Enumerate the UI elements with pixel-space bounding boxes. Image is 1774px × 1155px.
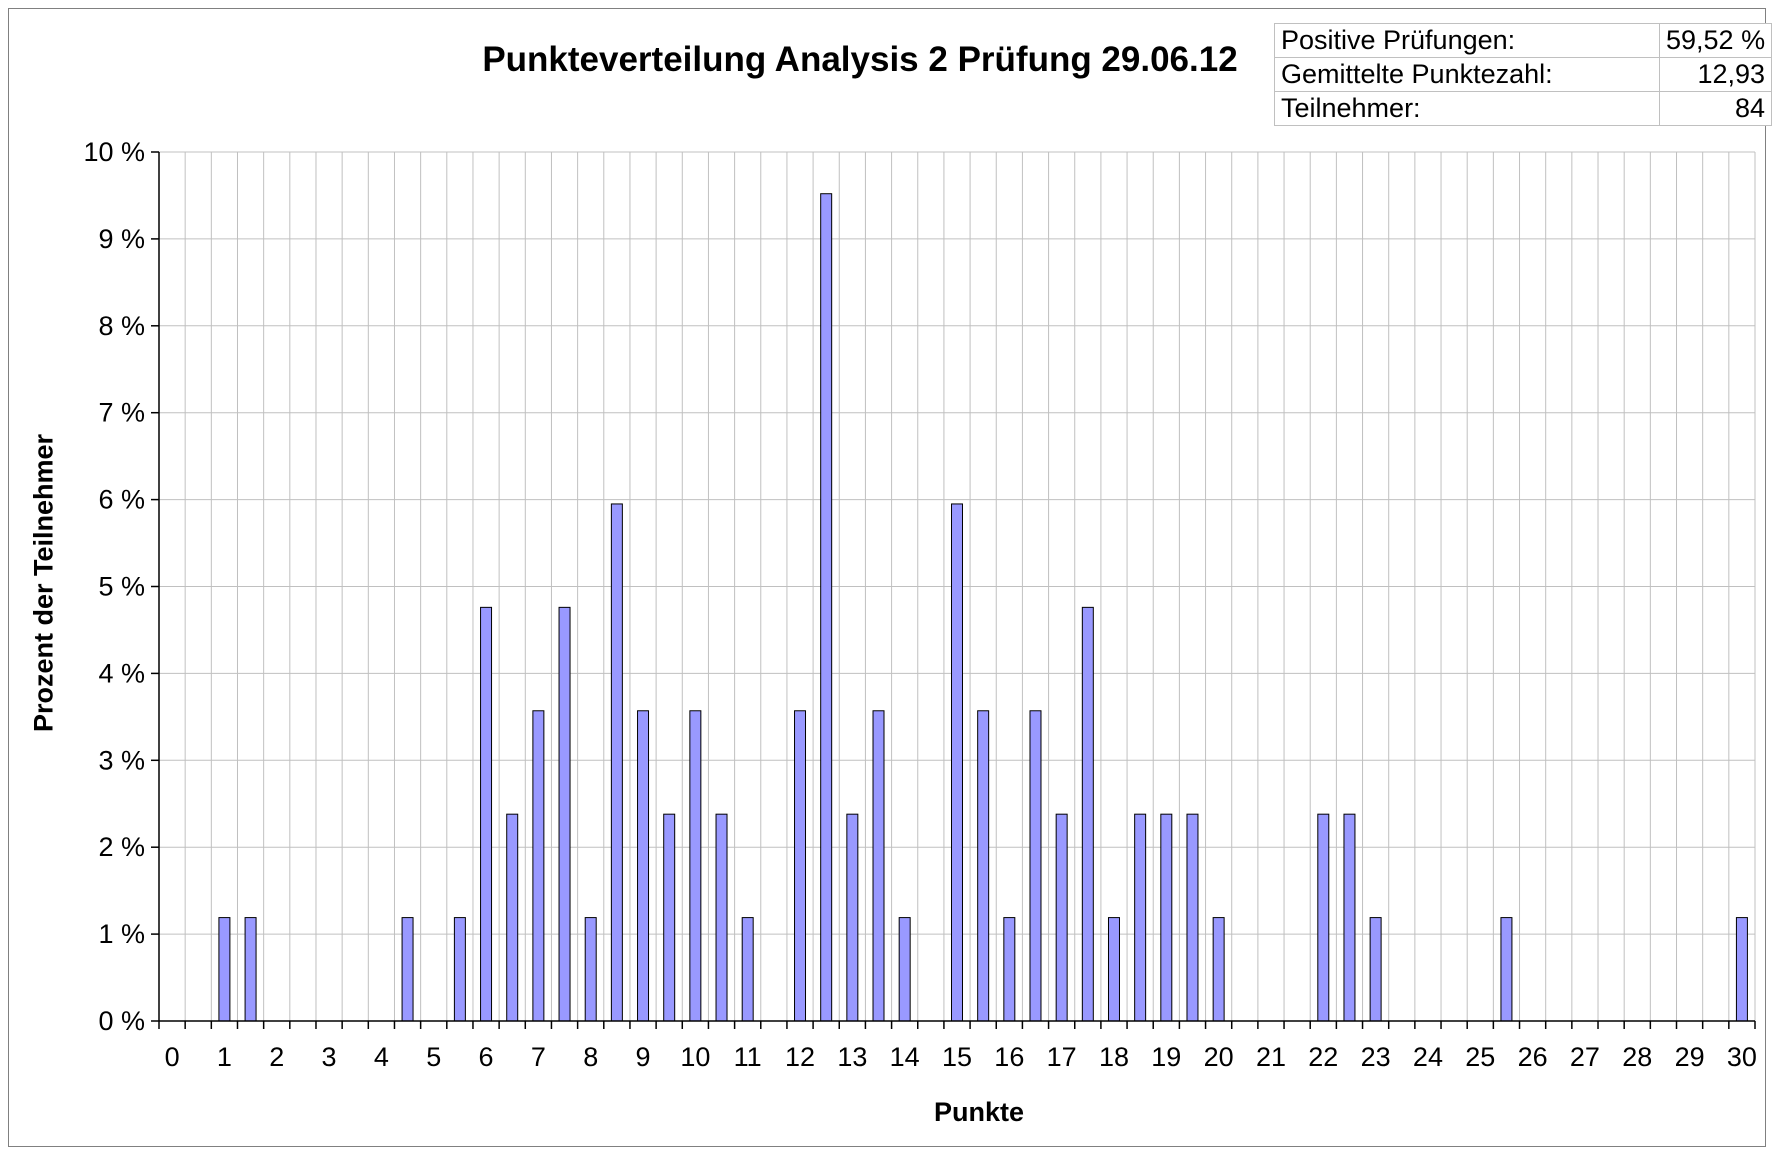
y-tick-label: 9 % bbox=[98, 224, 145, 254]
chart-title: Punkteverteilung Analysis 2 Prüfung 29.0… bbox=[482, 40, 1238, 79]
y-tick-label: 8 % bbox=[98, 311, 145, 341]
bar bbox=[872, 710, 885, 1022]
stat-label: Teilnehmer: bbox=[1274, 91, 1660, 126]
bar bbox=[218, 917, 231, 1022]
bar bbox=[532, 710, 545, 1022]
x-tick-label: 15 bbox=[942, 1042, 972, 1072]
x-tick-label: 11 bbox=[734, 1042, 762, 1072]
y-tick-label: 4 % bbox=[98, 658, 145, 688]
bar bbox=[1160, 813, 1173, 1022]
bar bbox=[1134, 813, 1147, 1022]
x-tick-label: 7 bbox=[531, 1042, 546, 1072]
stat-label: Positive Prüfungen: bbox=[1274, 23, 1660, 58]
bar bbox=[1186, 813, 1199, 1022]
stats-table: Positive Prüfungen: 59,52 % Gemittelte P… bbox=[1274, 23, 1773, 126]
bar bbox=[741, 917, 754, 1022]
bar bbox=[1735, 917, 1748, 1022]
x-tick-label: 29 bbox=[1675, 1042, 1705, 1072]
bar bbox=[820, 193, 833, 1022]
bar bbox=[1212, 917, 1225, 1022]
bar bbox=[1343, 813, 1356, 1022]
bar bbox=[663, 813, 676, 1022]
x-tick-label: 9 bbox=[636, 1042, 651, 1072]
bar bbox=[244, 917, 257, 1022]
stat-value: 59,52 % bbox=[1658, 23, 1773, 58]
x-tick-label: 10 bbox=[680, 1042, 710, 1072]
x-tick-label: 23 bbox=[1361, 1042, 1391, 1072]
x-tick-label: 5 bbox=[426, 1042, 441, 1072]
x-tick-labels: 0 1 2 3 4 5 6 7 8 9 10 11 12 13 14 15 16 17 18 19 20 21 22 23 24… bbox=[165, 1042, 1757, 1072]
bar bbox=[401, 917, 414, 1022]
bar bbox=[1317, 813, 1330, 1022]
bar bbox=[794, 710, 807, 1022]
x-tick-label: 8 bbox=[583, 1042, 598, 1072]
bar bbox=[977, 710, 990, 1022]
bar bbox=[846, 813, 859, 1022]
y-tick-label: 2 % bbox=[98, 832, 145, 862]
bar bbox=[453, 917, 466, 1022]
bar bbox=[610, 503, 623, 1022]
x-tick-label: 20 bbox=[1204, 1042, 1234, 1072]
x-axis-title: Punkte bbox=[933, 1097, 1025, 1127]
stats-row-positive: Positive Prüfungen: 59,52 % bbox=[1274, 23, 1773, 58]
x-tick-label: 13 bbox=[837, 1042, 867, 1072]
x-tick-label: 6 bbox=[479, 1042, 494, 1072]
x-tick-label: 24 bbox=[1413, 1042, 1443, 1072]
y-tick-label: 0 % bbox=[98, 1006, 145, 1036]
x-tick-label: 16 bbox=[994, 1042, 1024, 1072]
y-tick-label: 6 % bbox=[98, 485, 145, 515]
x-tick-label: 22 bbox=[1308, 1042, 1338, 1072]
x-tick-label: 12 bbox=[785, 1042, 815, 1072]
bar bbox=[506, 813, 519, 1022]
bar bbox=[558, 606, 571, 1022]
x-tick-label: 26 bbox=[1518, 1042, 1548, 1072]
y-tick-label: 10 % bbox=[83, 137, 145, 167]
bar bbox=[1081, 606, 1094, 1022]
y-tick-label: 1 % bbox=[98, 919, 145, 949]
chart-frame bbox=[8, 8, 1766, 1147]
x-tick-label: 28 bbox=[1622, 1042, 1652, 1072]
x-tick-label: 21 bbox=[1256, 1042, 1286, 1072]
y-tick-label: 5 % bbox=[98, 572, 145, 602]
x-tick-label: 14 bbox=[890, 1042, 920, 1072]
x-tick-label: 25 bbox=[1465, 1042, 1495, 1072]
grid-lines bbox=[158, 151, 1756, 1022]
bar bbox=[898, 917, 911, 1022]
y-tick-labels: 0 % 1 % 2 % 3 % 4 % 5 % 6 % 7 % 8 % 9 % 10 % bbox=[83, 137, 145, 1036]
bar bbox=[951, 503, 963, 1022]
x-tick-label: 1 bbox=[217, 1042, 232, 1072]
bar bbox=[480, 606, 493, 1022]
bar bbox=[1055, 813, 1068, 1022]
bar bbox=[1003, 917, 1016, 1022]
x-tick-label: 19 bbox=[1151, 1042, 1181, 1072]
x-tick-label: 3 bbox=[322, 1042, 337, 1072]
bar bbox=[637, 710, 650, 1022]
bar bbox=[1107, 917, 1120, 1022]
y-tick-label: 3 % bbox=[98, 745, 145, 775]
bars bbox=[218, 193, 1748, 1022]
x-tick-label: 17 bbox=[1047, 1042, 1077, 1072]
x-tick-label: 27 bbox=[1570, 1042, 1600, 1072]
bar bbox=[1500, 917, 1513, 1022]
x-tick-label: 0 bbox=[165, 1042, 180, 1072]
x-tick-label: 2 bbox=[269, 1042, 284, 1072]
stats-row-participants: Teilnehmer: 84 bbox=[1274, 91, 1773, 126]
bar bbox=[1369, 917, 1382, 1022]
y-tick-label: 7 % bbox=[98, 398, 145, 428]
bar bbox=[584, 917, 597, 1022]
bar bbox=[1029, 710, 1042, 1022]
x-tick-label: 4 bbox=[374, 1042, 389, 1072]
axes bbox=[151, 151, 1756, 1029]
y-axis-title: Prozent der Teilnehmer bbox=[28, 433, 59, 733]
x-tick-label: 18 bbox=[1099, 1042, 1129, 1072]
bar bbox=[715, 813, 728, 1022]
bar bbox=[689, 710, 702, 1022]
x-tick-label: 30 bbox=[1727, 1042, 1757, 1072]
stat-value: 84 bbox=[1658, 91, 1773, 126]
